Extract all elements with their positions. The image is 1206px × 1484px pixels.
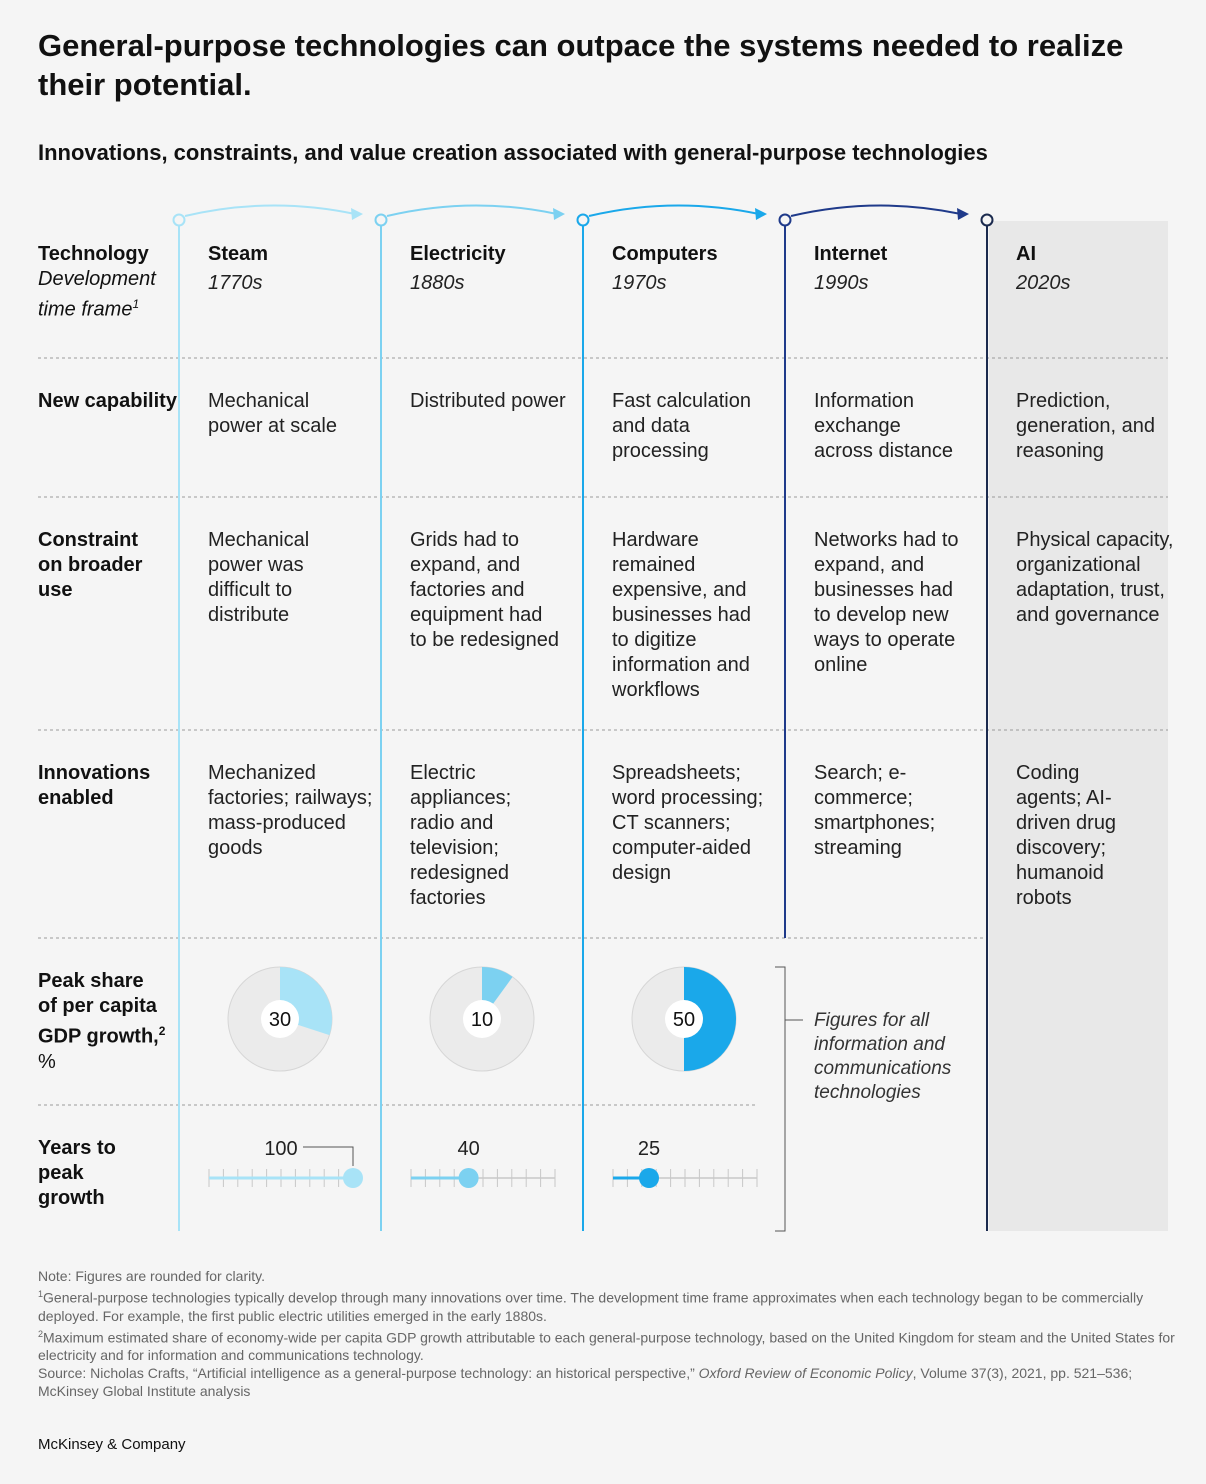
arrow-curve-electricity bbox=[386, 204, 558, 217]
footnote-marker-2: 2 bbox=[158, 1024, 166, 1038]
timeline-node-electricity bbox=[374, 213, 388, 227]
tech-name-steam: Steam bbox=[208, 243, 269, 265]
source-journal: Oxford Review of Economic Policy bbox=[698, 1365, 913, 1382]
years-value-label-electricity: 40 bbox=[457, 1138, 479, 1160]
donut-slice-computers bbox=[684, 967, 736, 1071]
footnote-marker-1: 1 bbox=[132, 297, 140, 311]
gdp-label-text: Peak share of per capita GDP growth, bbox=[38, 970, 159, 1048]
years-value-label-computers: 25 bbox=[638, 1138, 660, 1160]
capability-computers: Fast calculation and data processing bbox=[612, 390, 751, 462]
arrow-curve-steam bbox=[184, 204, 356, 217]
figures-note: Figures for all information and communic… bbox=[814, 1010, 952, 1103]
capability-ai: Prediction, generation, and reasoning bbox=[1016, 390, 1156, 462]
tech-name-electricity: Electricity bbox=[410, 243, 506, 265]
row-label-gdp: Peak share of per capita GDP growth,2 % bbox=[38, 969, 168, 1075]
notes-block: Note: Figures are rounded for clarity. 1… bbox=[38, 1267, 1178, 1400]
constraint-internet: Networks had to expand, and businesses h… bbox=[814, 529, 959, 676]
arrow-curve-internet bbox=[790, 204, 962, 217]
row-label-years: Years to peak growth bbox=[38, 1137, 116, 1209]
donut-center-steam bbox=[261, 1000, 299, 1038]
innovations-steam: Mechanized factories; railways; mass-pro… bbox=[208, 762, 373, 859]
innovations-internet: Search; e-commerce; smartphones; streami… bbox=[814, 762, 936, 859]
years-value-label-steam: 100 bbox=[264, 1138, 297, 1160]
row-label-technology: Technology Development time frame1 bbox=[38, 242, 168, 323]
donut-value-label-steam: 30 bbox=[269, 1009, 291, 1031]
arrow-curve-computers bbox=[588, 204, 760, 217]
row-label-constraint: Constraint on broader use bbox=[38, 529, 143, 601]
constraint-ai: Physical capacity, organizational adapta… bbox=[1016, 529, 1174, 626]
tech-year-internet: 1990s bbox=[814, 272, 869, 294]
timeline-node-internet bbox=[778, 213, 792, 227]
capability-steam: Mechanical power at scale bbox=[208, 390, 337, 437]
arrow-head-steam bbox=[351, 208, 363, 220]
capability-internet: Information exchange across distance bbox=[814, 390, 953, 462]
fn1-text: General-purpose technologies typically d… bbox=[38, 1289, 1144, 1324]
constraint-steam: Mechanical power was difficult to distri… bbox=[208, 529, 310, 626]
tech-year-steam: 1770s bbox=[208, 272, 263, 294]
constraint-computers: Hardware remained expensive, and busines… bbox=[612, 529, 751, 701]
fn1-mark: 1 bbox=[38, 1289, 44, 1299]
fn2-mark: 2 bbox=[38, 1328, 44, 1339]
years-leader-steam bbox=[303, 1146, 354, 1166]
note-line: Note: Figures are rounded for clarity. bbox=[38, 1268, 265, 1284]
timeline-node-computers bbox=[576, 213, 590, 227]
chart-subtitle: Innovations, constraints, and value crea… bbox=[38, 140, 988, 165]
source-text-a: Source: Nicholas Crafts, “Artificial int… bbox=[38, 1365, 699, 1382]
gdp-unit: % bbox=[38, 1050, 56, 1073]
footnote-1: 1General-purpose technologies typically … bbox=[38, 1285, 1178, 1325]
tech-year-ai: 2020s bbox=[1016, 272, 1071, 294]
tech-name-ai: AI bbox=[1016, 243, 1036, 265]
source-text-b: , Volume 37(3), 2021, pp. 521–536; McKin… bbox=[38, 1365, 1133, 1400]
footnote-2: 2Maximum estimated share of economy-wide… bbox=[38, 1325, 1178, 1365]
arrow-head-electricity bbox=[553, 208, 565, 220]
years-marker-computers bbox=[639, 1168, 659, 1188]
donut-value-label-computers: 50 bbox=[673, 1009, 695, 1031]
donut-center-computers bbox=[665, 1000, 703, 1038]
innovations-electricity: Electric appliances; radio and televisio… bbox=[410, 762, 512, 909]
years-marker-electricity bbox=[458, 1168, 479, 1188]
tech-year-electricity: 1880s bbox=[410, 272, 465, 294]
innovations-computers: Spreadsheets; word processing; CT scanne… bbox=[612, 762, 764, 884]
row-label-capability: New capability bbox=[38, 390, 177, 412]
fn2-text: Maximum estimated share of economy-wide … bbox=[38, 1329, 1175, 1364]
timeframe-text: Development time frame bbox=[38, 268, 156, 321]
tech-name-internet: Internet bbox=[814, 243, 888, 265]
timeframe-label: Development time frame1 bbox=[38, 267, 168, 323]
technology-label: Technology bbox=[38, 243, 149, 265]
ict-bracket bbox=[775, 966, 786, 1232]
capability-electricity: Distributed power bbox=[410, 390, 566, 412]
source-line: Source: Nicholas Crafts, “Artificial int… bbox=[38, 1364, 1178, 1400]
arrow-head-internet bbox=[957, 208, 969, 220]
innovations-ai: Coding agents; AI-driven drug discovery;… bbox=[1016, 762, 1117, 909]
years-marker-steam bbox=[343, 1168, 363, 1188]
constraint-electricity: Grids had to expand, and factories and e… bbox=[410, 529, 560, 651]
tech-year-computers: 1970s bbox=[612, 272, 667, 294]
brand-logo-text: McKinsey & Company bbox=[38, 1436, 186, 1453]
row-label-innovations: Innovations enabled bbox=[38, 762, 151, 809]
timeline-node-steam bbox=[172, 213, 186, 227]
donut-value-label-electricity: 10 bbox=[471, 1009, 493, 1031]
timeline-node-ai bbox=[980, 213, 994, 227]
page-title: General-purpose technologies can outpace… bbox=[38, 28, 1124, 102]
tech-name-computers: Computers bbox=[612, 243, 718, 265]
ai-column-background bbox=[989, 221, 1168, 1231]
donut-center-electricity bbox=[463, 1000, 501, 1038]
arrow-head-computers bbox=[755, 208, 767, 220]
